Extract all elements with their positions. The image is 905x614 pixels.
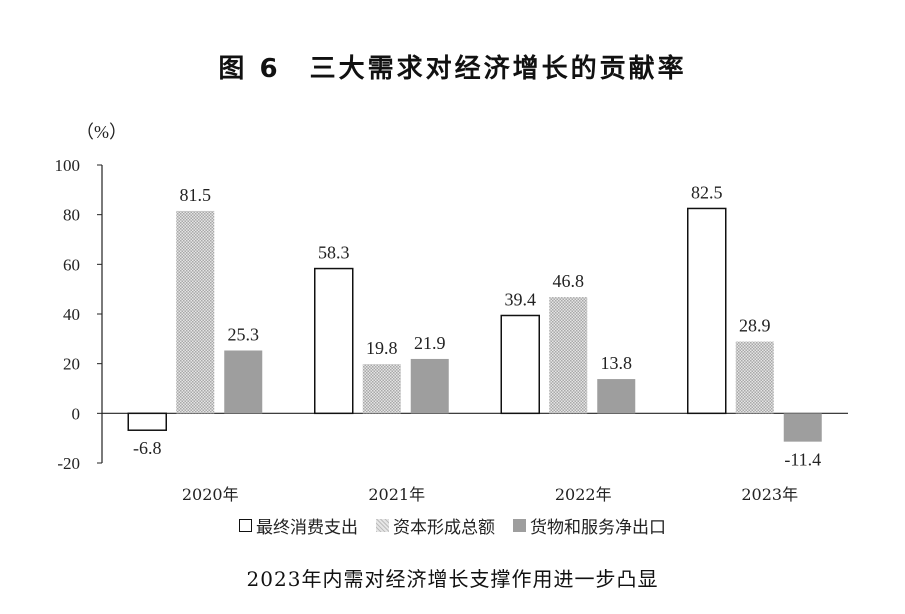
chart-bars (127, 207, 822, 442)
y-tick-label: 0 (72, 404, 81, 423)
chart-title: 图 6 三大需求对经济增长的贡献率 (218, 54, 687, 84)
x-category-label: 2020年 (182, 485, 239, 504)
data-label-capital: 81.5 (180, 185, 212, 205)
data-label-net-exports: 13.8 (601, 353, 633, 373)
legend-label-net-exports: 货物和服务净出口 (530, 518, 666, 538)
data-label-consumption: 58.3 (318, 243, 350, 263)
bar-capital (362, 364, 401, 414)
y-tick-label: 100 (55, 156, 81, 175)
data-label-consumption: 82.5 (691, 182, 723, 202)
chart-legend: 最终消费支出 资本形成总额 货物和服务净出口 (0, 513, 905, 538)
bar-capital (735, 341, 774, 414)
data-label-capital: 28.9 (739, 316, 771, 336)
x-category-label: 2022年 (555, 485, 612, 504)
data-label-net-exports: 21.9 (414, 333, 446, 353)
data-label-net-exports: 25.3 (228, 325, 260, 345)
data-label-consumption: 39.4 (505, 289, 537, 309)
legend-swatch-net-exports (513, 519, 526, 532)
bar-consumption (500, 314, 540, 415)
legend-item-capital: 资本形成总额 (376, 513, 495, 538)
y-axis-unit: （%） (76, 122, 127, 142)
y-tick-label: 20 (63, 355, 80, 374)
bar-net-exports (224, 350, 263, 414)
bar-net-exports (597, 379, 636, 414)
data-label-consumption: -6.8 (133, 438, 162, 458)
legend-swatch-capital (376, 519, 389, 532)
bar-consumption (687, 207, 727, 415)
bar-capital (549, 297, 588, 414)
bar-consumption (314, 267, 354, 415)
x-category-label: 2021年 (368, 485, 425, 504)
data-label-capital: 46.8 (553, 271, 585, 291)
bar-consumption (127, 412, 167, 431)
data-label-capital: 19.8 (366, 338, 398, 358)
x-category-label: 2023年 (741, 485, 798, 504)
legend-item-consumption: 最终消费支出 (239, 513, 358, 538)
legend-label-consumption: 最终消费支出 (256, 518, 358, 538)
bar-capital (176, 210, 215, 414)
chart-axes: 100 80 60 40 20 0 -20 2020年 2021年 2022年 2023年 (55, 156, 848, 504)
chart-data-labels: -6.8 81.5 25.3 58.3 19.8 21.9 39.4 46.8 13.8 82.5… (133, 182, 821, 469)
legend-swatch-consumption (239, 519, 252, 532)
legend-item-net-exports: 货物和服务净出口 (513, 513, 666, 538)
chart-subtitle: 2023年内需对经济增长支撑作用进一步凸显 (246, 567, 659, 591)
y-tick-label: 60 (63, 255, 80, 274)
bar-net-exports (410, 358, 449, 414)
y-tick-label: 40 (63, 305, 80, 324)
y-tick-label: -20 (57, 454, 80, 473)
bar-net-exports (783, 413, 822, 442)
data-label-net-exports: -11.4 (784, 450, 821, 470)
legend-label-capital: 资本形成总额 (393, 518, 495, 538)
y-tick-label: 80 (63, 206, 80, 225)
